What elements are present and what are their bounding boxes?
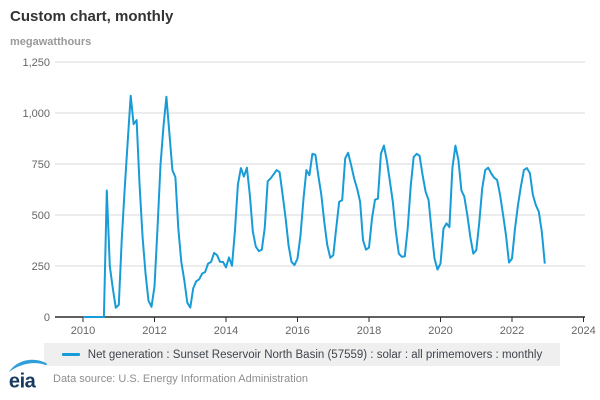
x-axis-tick-label: 2014 xyxy=(214,325,238,337)
y-axis-units-label: megawatthours xyxy=(10,36,92,48)
legend-item[interactable]: Net generation : Sunset Reservoir North … xyxy=(61,348,543,361)
eia-logo-swoosh-icon xyxy=(8,359,47,373)
page-title: Custom chart, monthly xyxy=(10,8,174,25)
x-axis-tick-label: 2024 xyxy=(571,325,595,337)
y-axis-tick-label: 1,000 xyxy=(22,108,50,120)
legend-label: Net generation : Sunset Reservoir North … xyxy=(87,348,543,361)
y-axis-tick-label: 500 xyxy=(32,210,50,222)
eia-logo[interactable]: eia xyxy=(7,355,49,393)
y-axis-tick-label: 750 xyxy=(32,159,50,171)
legend-bar: Net generation : Sunset Reservoir North … xyxy=(44,343,560,366)
x-axis-tick-label: 2016 xyxy=(285,325,309,337)
y-axis-tick-label: 0 xyxy=(44,312,50,324)
x-axis-tick-label: 2010 xyxy=(71,325,95,337)
x-axis-tick-label: 2020 xyxy=(428,325,452,337)
y-axis-tick-label: 1,250 xyxy=(22,57,50,69)
legend-marker-line xyxy=(61,353,80,356)
data-source-text: Data source: U.S. Energy Information Adm… xyxy=(53,373,308,385)
eia-logo-text: eia xyxy=(9,370,37,392)
x-axis-tick-label: 2022 xyxy=(500,325,524,337)
x-axis-tick-label: 2012 xyxy=(142,325,166,337)
x-axis-tick-label: 2018 xyxy=(357,325,381,337)
chart-canvas: 0 250 500 750 1,000 1,250 2010 2012 2014 2016 2018… xyxy=(22,57,595,337)
y-axis-tick-label: 250 xyxy=(32,261,50,273)
series-line xyxy=(83,94,546,318)
